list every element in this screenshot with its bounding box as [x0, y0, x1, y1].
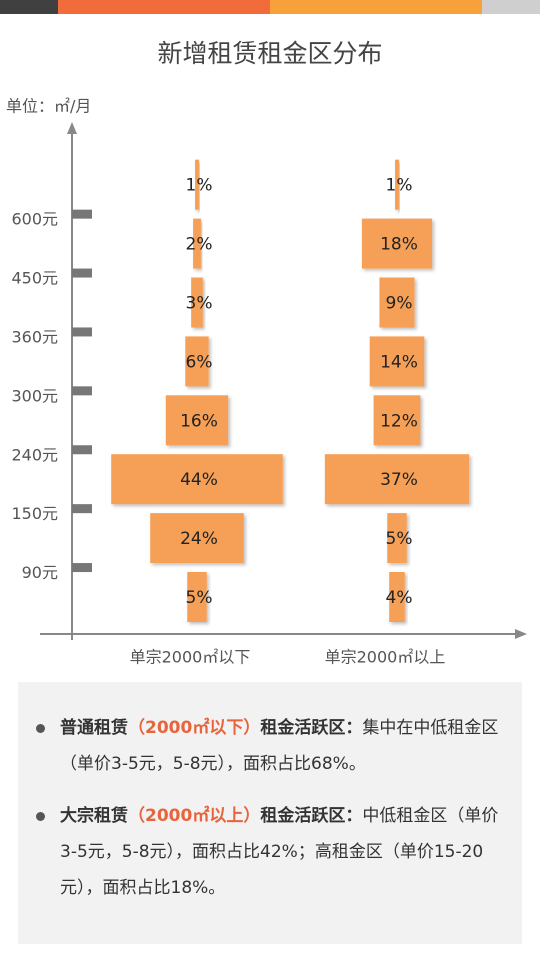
data-label: 3%	[186, 294, 213, 314]
note: 大宗租赁（2000㎡以上）租金活跃区：中低租金区（单价3-5元，5-8元），面积…	[36, 798, 500, 906]
y-tick-label: 90元	[22, 563, 58, 582]
data-label: 1%	[386, 176, 413, 196]
bar	[193, 218, 201, 269]
data-label: 14%	[380, 352, 418, 372]
bar	[379, 277, 415, 328]
data-label: 18%	[380, 235, 418, 255]
data-label: 5%	[186, 588, 213, 608]
bar	[387, 513, 407, 564]
bar	[389, 572, 405, 622]
stripe	[270, 0, 482, 14]
y-tick	[72, 445, 92, 455]
note-label: 租金活跃区：	[260, 806, 363, 826]
bar	[150, 513, 244, 564]
note-term: 大宗租赁	[60, 806, 128, 826]
x-tick-label: 单宗2000㎡以下	[130, 648, 251, 667]
data-label: 24%	[180, 529, 218, 549]
note-text: 集中在中低租金区（单价3-5元，5-8元），面积占比68%。	[60, 718, 499, 774]
y-tick-label: 150元	[11, 504, 58, 523]
chart: 新增租赁租金区分布 单位：㎡/月 90元 150元 240元 300元 360元 450元…	[0, 0, 540, 667]
stripe	[58, 0, 270, 14]
y-tick	[72, 563, 92, 573]
bar	[324, 454, 470, 505]
arrow	[67, 122, 77, 134]
stripe	[0, 0, 58, 14]
data-label: 4%	[386, 588, 413, 608]
y-tick	[72, 268, 92, 278]
bar	[165, 395, 229, 446]
bar	[191, 277, 203, 328]
chart-title: 新增租赁租金区分布	[157, 39, 382, 68]
y-tick-label: 300元	[11, 386, 58, 405]
data-label: 1%	[186, 176, 213, 196]
bar	[111, 454, 283, 505]
bar	[195, 159, 199, 210]
data-label: 44%	[180, 470, 218, 490]
stripe	[482, 0, 540, 14]
bar	[361, 218, 433, 269]
note-label: 租金活跃区：	[260, 718, 363, 738]
y-tick	[72, 327, 92, 337]
data-label: 16%	[180, 411, 218, 431]
y-tick-label: 240元	[11, 445, 58, 464]
bar	[395, 159, 399, 210]
y-tick	[72, 386, 92, 396]
data-label: 6%	[186, 352, 213, 372]
note-qualifier: （2000㎡以上）	[128, 806, 261, 826]
note-term: 普通租赁	[60, 718, 128, 738]
unit-label: 单位：㎡/月	[6, 97, 91, 116]
y-tick	[72, 504, 92, 514]
bar	[187, 572, 207, 622]
y-tick	[72, 209, 92, 219]
notes-box: 普通租赁（2000㎡以下）租金活跃区：集中在中低租金区（单价3-5元，5-8元）…	[18, 682, 522, 944]
bar	[369, 336, 425, 387]
y-tick-label: 360元	[11, 327, 58, 346]
data-label: 9%	[386, 294, 413, 314]
arrow	[515, 629, 527, 639]
data-label: 37%	[380, 470, 418, 490]
x-tick-label: 单宗2000㎡以上	[325, 648, 446, 667]
bar	[185, 336, 209, 387]
note-qualifier: （2000㎡以下）	[128, 718, 261, 738]
y-tick-label: 600元	[11, 210, 58, 229]
note-text: 中低租金区（单价3-5元，5-8元），面积占比42%；高租金区（单价15-20元…	[60, 806, 499, 898]
data-label: 2%	[186, 235, 213, 255]
y-tick-label: 450元	[11, 269, 58, 288]
data-label: 5%	[386, 529, 413, 549]
note: 普通租赁（2000㎡以下）租金活跃区：集中在中低租金区（单价3-5元，5-8元）…	[36, 710, 500, 782]
bar	[373, 395, 421, 446]
data-label: 12%	[380, 411, 418, 431]
